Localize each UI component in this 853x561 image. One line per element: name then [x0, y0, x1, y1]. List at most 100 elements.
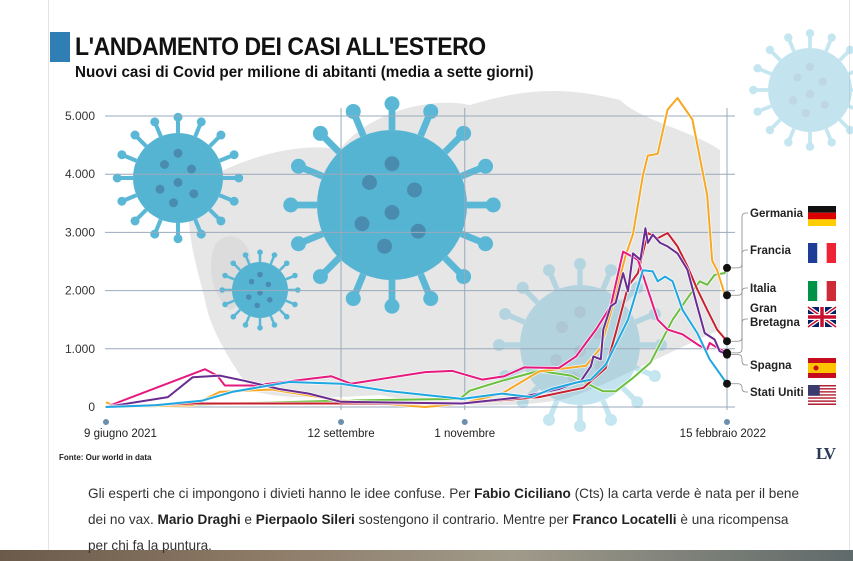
y-tick-label: 4.000	[65, 167, 95, 181]
virus-dot	[556, 321, 568, 333]
virus-spike-tip	[648, 369, 661, 382]
virus-spike-tip	[257, 325, 263, 331]
series-lines	[105, 96, 729, 409]
series-end-dot	[723, 291, 731, 300]
name-draghi: Mario Draghi	[157, 512, 241, 527]
virus-spike-tip	[242, 322, 249, 328]
virus-dot	[574, 306, 586, 318]
flag-stripe	[808, 385, 836, 387]
name-locatelli: Franco Locatelli	[572, 512, 677, 527]
virus-spike-tip	[292, 301, 298, 308]
flag-stripe	[808, 400, 836, 402]
name-ciciliano: Fabio Ciciliano	[474, 486, 571, 501]
virus-spike-tip	[345, 291, 361, 307]
virus-spike	[786, 128, 796, 144]
virus-spike-tip	[827, 138, 836, 147]
virus-spike-tip	[456, 269, 472, 285]
virus-spike-tip	[229, 196, 239, 206]
legend-label-francia: Francia	[750, 245, 792, 257]
virus-spike-tip	[345, 103, 361, 119]
virus-spike-tip	[222, 301, 228, 308]
virus-spike	[848, 70, 853, 76]
flag-stripe	[817, 281, 827, 301]
virus-icon	[219, 249, 301, 331]
virus-dot	[173, 178, 183, 187]
virus-dot	[155, 184, 165, 194]
virus-icon	[283, 96, 501, 314]
flag-icon-italia	[808, 281, 836, 301]
virus-spike-tip	[604, 413, 617, 426]
chart-subtitle: Nuovi casi di Covid per milione di abita…	[75, 64, 534, 81]
flag-stripe	[826, 243, 836, 263]
virus-dot	[384, 156, 400, 172]
virus-spike-tip	[283, 197, 299, 213]
virus-spike-tip	[749, 85, 758, 95]
virus-spike-tip	[283, 260, 290, 267]
virus-icon	[493, 258, 667, 432]
y-tick-label: 5.000	[65, 109, 95, 123]
flag-icon-francia	[808, 243, 836, 263]
title-accent	[50, 32, 70, 62]
legend-connector	[727, 383, 748, 393]
virus-spike-tip	[230, 260, 237, 267]
flag-stripe	[808, 403, 836, 405]
series-end-dot	[723, 263, 731, 272]
virus-spike-tip	[290, 158, 306, 174]
legend-label-gran-bretagna: Gran Bretagna	[750, 303, 800, 329]
flag-stripe	[808, 398, 836, 401]
series-end-dot	[723, 350, 731, 359]
virus-spike-tip	[173, 112, 183, 122]
x-tick-label: 15 febbraio 2022	[680, 428, 766, 440]
flag-cross	[808, 307, 836, 327]
virus-spike	[600, 399, 614, 421]
legend-label-spagna: Spagna	[750, 360, 792, 372]
virus-dot	[257, 290, 263, 296]
virus-spike	[768, 118, 782, 132]
virus-dot	[169, 198, 178, 208]
virus-spike-tip	[295, 287, 301, 293]
virus-spike-tip	[827, 33, 836, 42]
flag-icon-germania	[808, 206, 836, 226]
virus-spike-tip	[257, 249, 263, 255]
flag-stripe	[808, 243, 818, 263]
virus-spike-tip	[784, 138, 793, 147]
legend: Germania Francia Italia Gran Bretagna Spagna S…	[723, 206, 838, 405]
text: (Cts) la carta verde è nata per il bene …	[88, 486, 800, 527]
source-note: Fonte: Our world in data	[59, 453, 152, 462]
legend-connector	[727, 287, 748, 342]
virus-spike-tip	[456, 125, 472, 141]
virus-dot	[550, 354, 562, 366]
virus-spike-tip	[173, 234, 183, 244]
virus-spike-tip	[493, 339, 505, 351]
virus-spike-tip	[423, 291, 439, 307]
virus-spike-tip	[805, 29, 815, 38]
virus-dot	[410, 223, 426, 239]
flag-stripe	[808, 391, 836, 393]
virus-dot	[248, 278, 255, 285]
x-axis: 9 giugno 2021 12 settembre 1 novembre 15 fe…	[84, 419, 766, 440]
virus-spike-tip	[312, 125, 328, 141]
x-tick-label: 9 giugno 2021	[84, 428, 157, 440]
article-paragraph: Gli esperti che ci impongono i divieti h…	[88, 481, 808, 559]
virus-spike-tip	[229, 150, 239, 160]
y-tick-label: 1.000	[65, 342, 95, 356]
virus-spike	[634, 365, 656, 379]
x-tick-marker	[724, 419, 730, 425]
virus-spike-tip	[219, 287, 225, 293]
virus-spike-tip	[845, 45, 853, 55]
virus-dot	[801, 108, 810, 118]
x-tick-label: 12 settembre	[307, 428, 374, 440]
virus-dot	[187, 164, 196, 174]
y-tick-label: 0	[88, 400, 95, 414]
flag-stripe	[808, 206, 836, 213]
y-tick-label: 3.000	[65, 225, 95, 239]
virus-spike	[756, 66, 772, 76]
virus-dot	[805, 62, 815, 72]
virus-dot	[267, 297, 273, 303]
virus-spike-tip	[117, 196, 127, 206]
virus-dot	[173, 148, 183, 158]
virus-spike-tip	[516, 281, 529, 294]
virus-spike-tip	[384, 96, 400, 112]
virus-spike-tip	[845, 125, 853, 135]
virus-dot	[362, 175, 377, 190]
